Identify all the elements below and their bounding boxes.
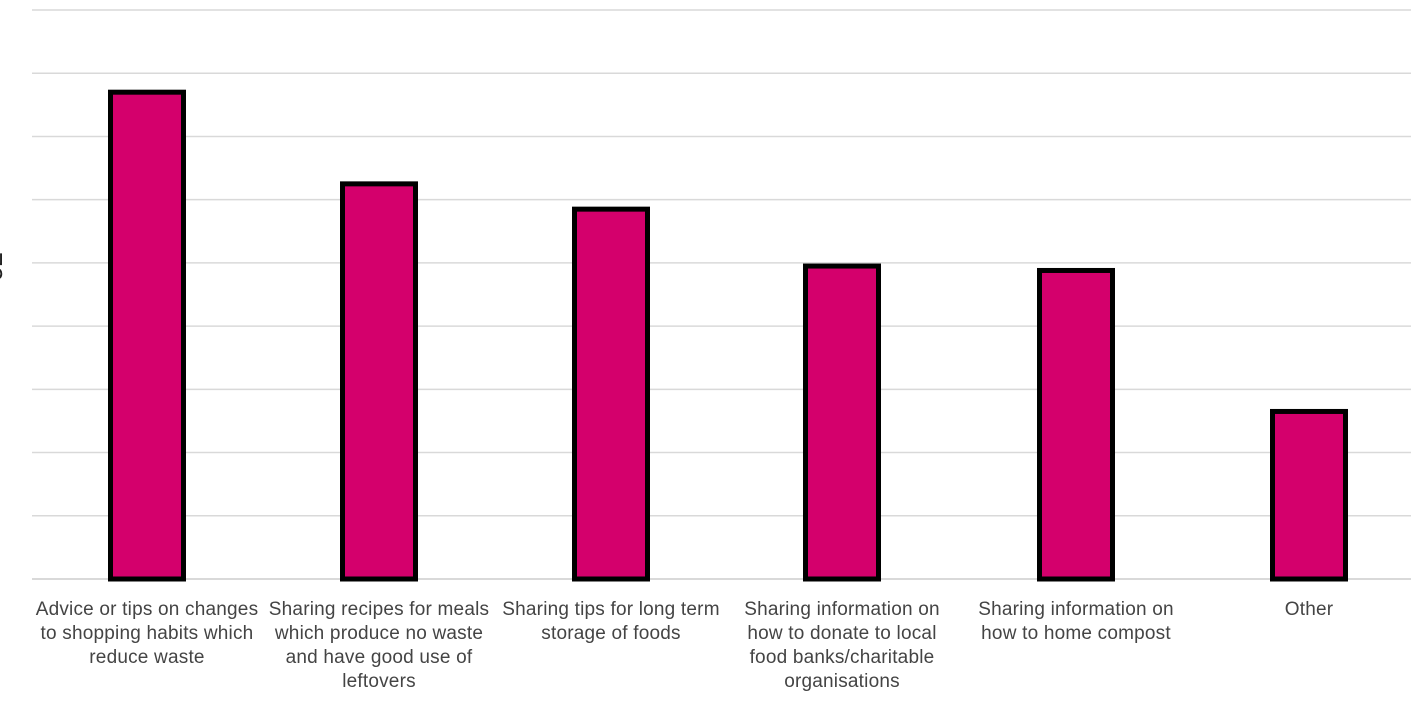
bar [108, 89, 186, 582]
bar [1270, 408, 1348, 582]
x-tick-label: Sharing recipes for meals which produce … [268, 599, 490, 692]
x-tick-label: Advice or tips on changes to shopping ha… [35, 599, 259, 668]
bar [340, 181, 418, 582]
x-tick-label: Other [1284, 599, 1334, 620]
gridlines [32, 9, 1411, 580]
x-tick-label: Sharing tips for long term storage of fo… [502, 599, 720, 644]
bar [803, 263, 881, 582]
bars [108, 89, 1348, 582]
x-tick-label: Sharing information on how to home compo… [978, 599, 1174, 644]
bar [1037, 267, 1115, 582]
x-tick-label: Sharing information on how to donate to … [744, 599, 940, 692]
y-axis-label: 72 [0, 252, 8, 281]
bar [572, 206, 650, 582]
